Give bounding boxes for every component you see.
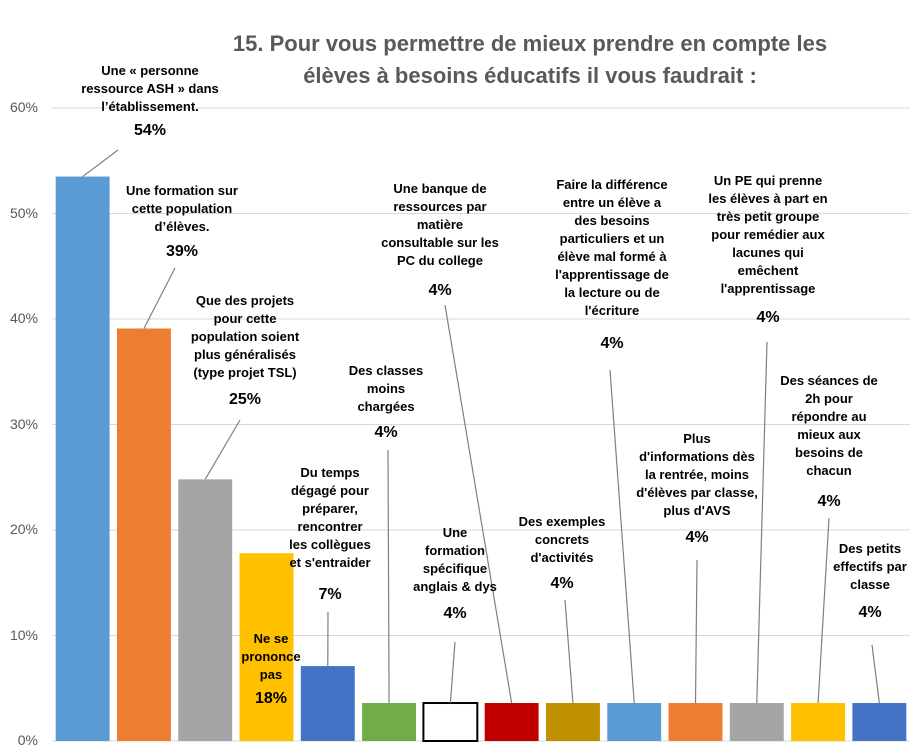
category-label: Une formation sur cette population d’élè… xyxy=(126,183,238,234)
value-label: 54% xyxy=(133,122,167,139)
category-label: Un PE qui prenne les élèves à part en tr… xyxy=(708,173,828,296)
value-label: 7% xyxy=(318,586,342,603)
category-label: Du temps dégagé pour préparer, rencontre… xyxy=(289,465,371,570)
category-label: Plus d'informations dès la rentrée, moin… xyxy=(636,431,758,518)
category-label: Des classes moins chargées xyxy=(348,363,424,414)
category-label: Des séances de 2h pour répondre au mieux… xyxy=(780,373,878,478)
value-label: 4% xyxy=(443,605,467,622)
bar xyxy=(607,703,662,741)
y-tick-label: 40% xyxy=(9,310,38,326)
y-tick-label: 10% xyxy=(9,626,38,643)
bar xyxy=(362,703,417,741)
value-label: 18% xyxy=(254,690,288,707)
value-label: 4% xyxy=(374,424,398,441)
leader-line xyxy=(756,341,768,704)
y-tick-label: 30% xyxy=(9,415,38,432)
leader-line xyxy=(609,369,635,704)
chart-title: 15. Pour vous permettre de mieux prendre… xyxy=(232,31,828,88)
bar xyxy=(852,703,907,741)
value-label: 4% xyxy=(600,335,624,352)
leader-line xyxy=(817,517,830,704)
bar xyxy=(55,176,110,741)
value-label: 4% xyxy=(858,604,882,621)
category-label: Des petits effectifs par classe xyxy=(833,541,907,592)
value-label: 4% xyxy=(756,309,780,326)
y-tick-label: 60% xyxy=(9,99,38,115)
leader-line xyxy=(694,559,698,704)
bar xyxy=(422,702,479,743)
category-label: Faire la différence entre un élève a des… xyxy=(555,177,669,318)
value-label: 4% xyxy=(817,493,841,510)
value-label: 25% xyxy=(228,391,262,408)
bar xyxy=(239,553,294,741)
value-label: 4% xyxy=(550,575,574,592)
leader-line xyxy=(449,641,456,704)
y-tick-label: 0% xyxy=(17,732,38,748)
bar xyxy=(300,666,355,741)
value-label: 4% xyxy=(428,282,452,299)
y-tick-label: 20% xyxy=(9,521,38,537)
category-label: Une formation spécifique anglais & dys xyxy=(413,525,497,594)
bar xyxy=(178,479,233,741)
bar xyxy=(791,703,846,741)
category-label: Une « personne ressource ASH » dans l’ét… xyxy=(81,63,219,114)
bar xyxy=(545,703,600,741)
leader-line xyxy=(204,419,241,480)
leader-line xyxy=(871,644,880,704)
bar xyxy=(484,703,539,741)
bar xyxy=(729,703,784,741)
bar xyxy=(116,328,171,741)
bar xyxy=(668,703,723,741)
category-label: Une banque de ressources par matière con… xyxy=(381,181,499,268)
category-label: Des exemples concrets d'activités xyxy=(518,514,606,565)
leader-line xyxy=(82,149,119,178)
category-label: Ne se prononce pas xyxy=(241,631,301,682)
category-label: Que des projets pour cette population so… xyxy=(190,293,300,380)
y-tick-label: 50% xyxy=(9,204,38,221)
leader-line xyxy=(387,449,390,704)
value-label: 39% xyxy=(165,243,199,260)
leader-line xyxy=(143,267,176,329)
value-label: 4% xyxy=(685,529,709,546)
leader-line xyxy=(564,599,574,704)
leader-line xyxy=(444,304,513,704)
